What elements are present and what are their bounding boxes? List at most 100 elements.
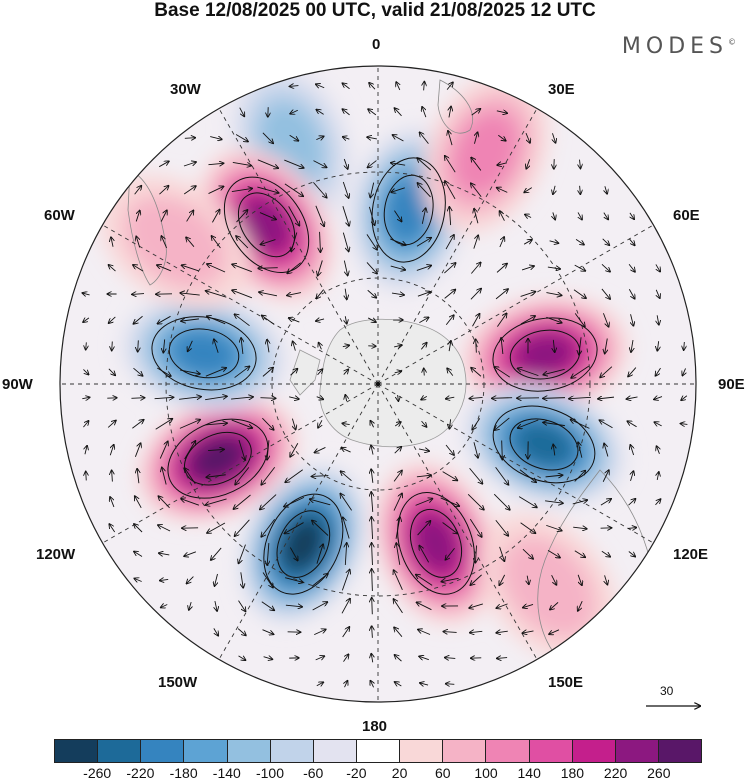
wind-vector-444 xyxy=(370,681,373,688)
wind-vector-266 xyxy=(543,422,565,427)
wind-vector-346 xyxy=(261,518,276,536)
wind-vector-83 xyxy=(500,211,505,221)
wind-vector-222 xyxy=(628,367,637,377)
wind-vector-323 xyxy=(234,494,251,509)
wind-vector-436 xyxy=(371,654,372,663)
wind-vector-173 xyxy=(546,316,561,322)
wind-vector-90 xyxy=(136,236,139,248)
lon-label-120e: 120E xyxy=(673,546,709,563)
wind-vector-105 xyxy=(523,240,532,245)
wind-vector-445 xyxy=(395,682,402,686)
wind-vector-415 xyxy=(550,602,559,609)
anomaly-positive-far-west xyxy=(98,174,252,310)
wind-vector-10 xyxy=(316,110,324,115)
wind-vector-159 xyxy=(181,319,199,321)
wind-vector-78 xyxy=(368,206,374,225)
wind-vector-24 xyxy=(343,137,350,139)
wind-vector-205 xyxy=(156,367,171,376)
lon-label-150e: 150E xyxy=(548,674,584,691)
anomaly-positive-upper-left-contour-0 xyxy=(223,176,310,274)
wind-vector-34 xyxy=(183,162,196,167)
wind-vector-414 xyxy=(523,604,534,607)
wind-vector-320 xyxy=(158,496,170,509)
wind-vector-218 xyxy=(518,368,539,377)
wind-vector-281 xyxy=(315,447,326,452)
wind-vector-151 xyxy=(573,289,586,298)
wind-vector-307 xyxy=(393,471,402,482)
wind-vector-402 xyxy=(215,600,217,611)
wind-vector-14 xyxy=(422,107,427,118)
wind-vector-258 xyxy=(342,423,350,424)
wind-vector-140 xyxy=(287,293,302,296)
wind-vector-17 xyxy=(496,111,507,113)
anomaly-negative-north-level-4 xyxy=(384,176,433,244)
wind-vector-227 xyxy=(131,398,144,399)
wind-vector-84 xyxy=(525,214,532,217)
wind-vector-439 xyxy=(445,658,456,659)
wind-vector-11 xyxy=(342,109,350,116)
wind-vector-53 xyxy=(208,186,224,194)
wind-vector-329 xyxy=(393,493,402,511)
map-title: Base 12/08/2025 00 UTC, valid 21/08/2025… xyxy=(154,0,596,21)
wind-vector-166 xyxy=(367,317,376,322)
wind-vector-63 xyxy=(471,183,482,198)
wind-vector-16 xyxy=(471,109,481,116)
wind-vector-38 xyxy=(284,159,303,168)
wind-vector-224 xyxy=(682,368,685,375)
wind-vector-299 xyxy=(185,468,196,485)
wind-vector-126 xyxy=(521,266,534,271)
wind-vector-70 xyxy=(160,210,167,222)
wind-vector-368 xyxy=(316,544,323,564)
wind-vector-106 xyxy=(549,241,559,243)
wind-vector-31 xyxy=(525,132,530,143)
wind-vector-417 xyxy=(213,628,218,635)
wind-vector-155 xyxy=(83,318,90,322)
wind-vector-75 xyxy=(288,206,300,225)
wind-vector-46 xyxy=(497,163,507,165)
wind-vector-39 xyxy=(313,160,326,168)
wind-vector-236 xyxy=(398,394,399,401)
colorbar-cell-10 xyxy=(486,740,530,762)
wind-vector-382 xyxy=(160,579,169,580)
graticule xyxy=(60,66,696,702)
wind-vector-51 xyxy=(159,186,168,195)
wind-vector-409 xyxy=(394,599,403,614)
colorbar-cell-7 xyxy=(356,740,401,762)
wind-vector-427 xyxy=(470,631,483,632)
wind-vector-147 xyxy=(470,289,481,300)
wind-vector-138 xyxy=(232,290,253,299)
wind-vector-81 xyxy=(449,207,450,226)
colorbar-cell-11 xyxy=(529,740,573,762)
wind-vector-262 xyxy=(449,419,450,428)
wind-vector-325 xyxy=(284,496,305,506)
wind-vector-328 xyxy=(371,492,373,512)
wind-vector-103 xyxy=(473,235,478,249)
wind-vector-336 xyxy=(572,500,587,505)
wind-vector-378 xyxy=(574,550,585,557)
anomaly-positive-upper-left-contour-1 xyxy=(237,192,296,258)
meridian-330 xyxy=(218,108,379,385)
wind-vector-115 xyxy=(232,264,252,273)
lon-label-60e: 60E xyxy=(673,207,700,224)
wind-vector-219 xyxy=(543,368,565,374)
wind-vector-306 xyxy=(371,469,373,483)
wind-vector-371 xyxy=(396,543,401,565)
wind-vector-410 xyxy=(417,602,432,611)
wind-vector-249 xyxy=(107,421,116,428)
wind-vector-208 xyxy=(234,366,250,378)
colorbar-tick-6: -20 xyxy=(346,765,367,781)
wind-vector-303 xyxy=(285,469,303,483)
wind-vector-286 xyxy=(445,444,454,455)
wind-vector-296 xyxy=(112,470,113,482)
wind-vector-99 xyxy=(366,234,377,249)
wind-vector-339 xyxy=(655,499,660,506)
wind-vector-268 xyxy=(600,420,613,429)
lon-label-150w: 150W xyxy=(158,674,198,691)
wind-vector-100 xyxy=(390,238,406,245)
wind-vector-96 xyxy=(291,232,298,252)
wind-vector-288 xyxy=(502,440,503,460)
wind-vector-265 xyxy=(518,419,539,428)
wind-vector-233 xyxy=(289,397,299,399)
wind-vector-56 xyxy=(284,183,303,196)
